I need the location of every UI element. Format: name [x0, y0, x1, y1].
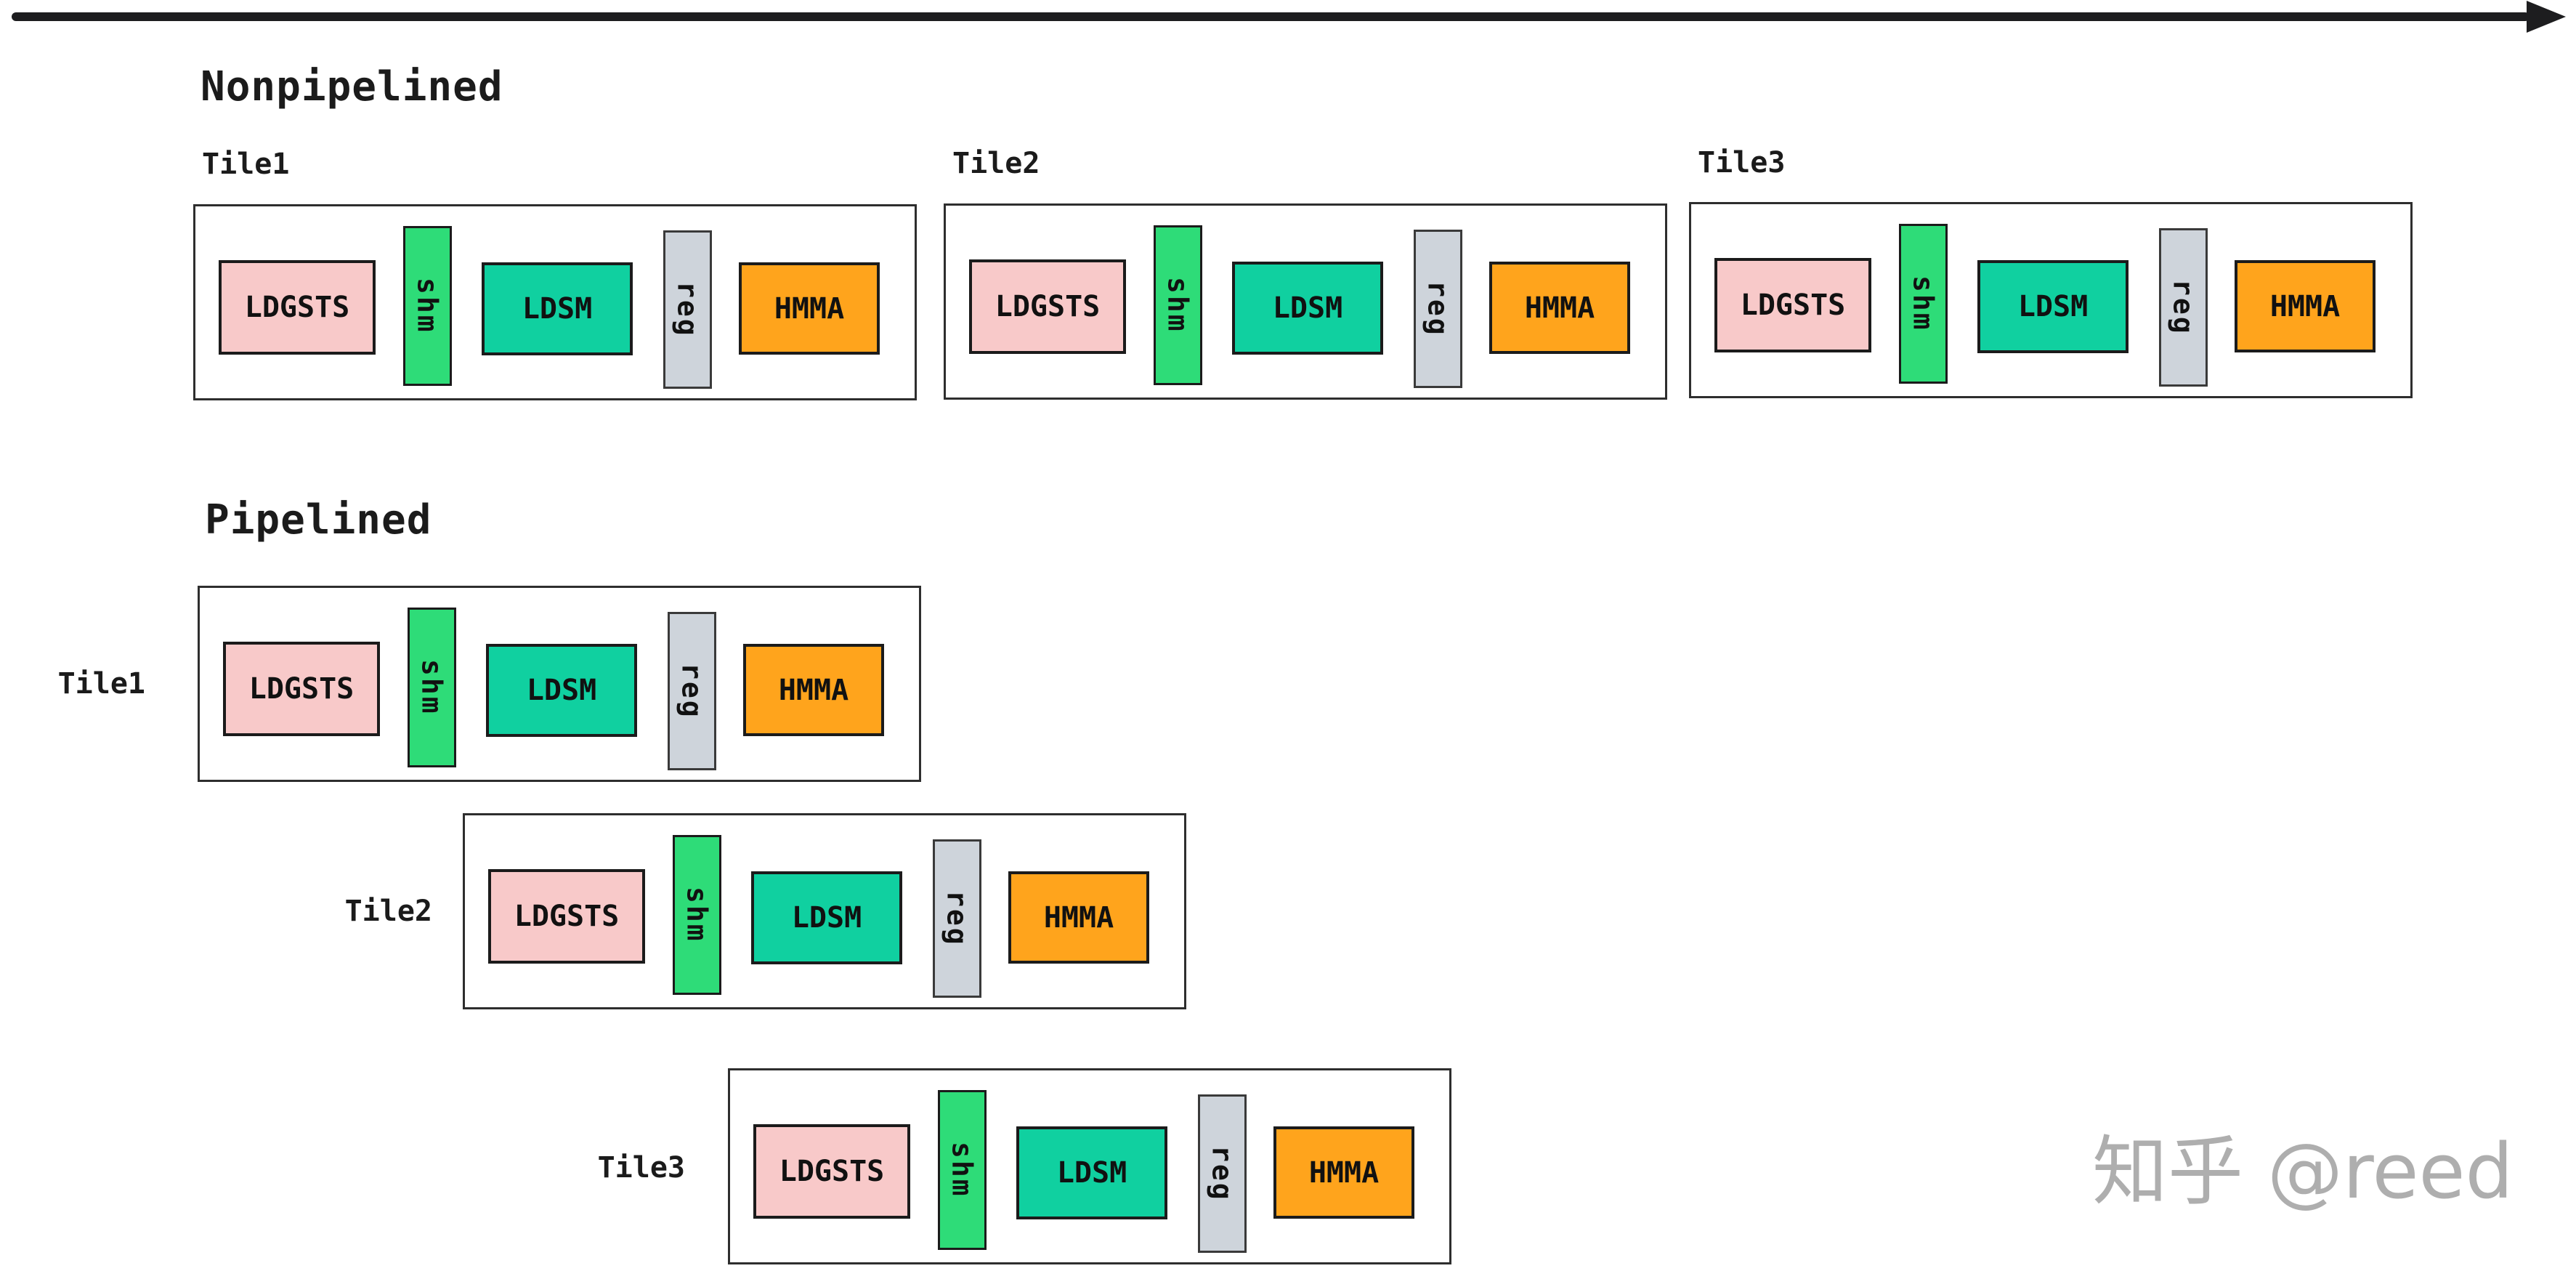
- hmma-stage: HMMA: [1489, 262, 1630, 354]
- ldgsts-stage: LDGSTS: [753, 1124, 910, 1219]
- reg-buffer: reg: [933, 839, 981, 998]
- ldsm-stage: LDSM: [1016, 1126, 1167, 1219]
- hmma-stage: HMMA: [739, 262, 880, 355]
- reg-buffer: reg: [668, 612, 716, 770]
- nonpipelined-tile2-box: LDGSTS shm LDSM reg HMMA: [944, 203, 1667, 400]
- hmma-stage: HMMA: [743, 644, 884, 736]
- ldsm-stage: LDSM: [1977, 260, 2129, 353]
- pipelined-tile3-box: LDGSTS shm LDSM reg HMMA: [728, 1068, 1451, 1264]
- reg-buffer: reg: [663, 230, 712, 389]
- nonpipelined-section-title: Nonpipelined: [201, 63, 503, 110]
- nonpipelined-tile3-label: Tile3: [1698, 146, 1786, 179]
- pipelined-tile1-label: Tile1: [57, 667, 145, 701]
- shm-buffer: shm: [403, 226, 452, 386]
- shm-buffer: shm: [1154, 225, 1202, 385]
- reg-buffer: reg: [2159, 228, 2208, 387]
- nonpipelined-tile3-box: LDGSTS shm LDSM reg HMMA: [1689, 202, 2413, 398]
- shm-buffer: shm: [408, 608, 456, 767]
- timeline-arrow: [0, 0, 2576, 44]
- ldsm-stage: LDSM: [486, 644, 637, 737]
- shm-buffer: shm: [1899, 224, 1948, 384]
- shm-buffer: shm: [938, 1090, 987, 1250]
- pipelined-tile2-box: LDGSTS shm LDSM reg HMMA: [463, 813, 1186, 1009]
- hmma-stage: HMMA: [2235, 260, 2375, 352]
- pipelined-tile3-label: Tile3: [597, 1151, 685, 1185]
- zhihu-watermark: 知乎 @reed: [2092, 1127, 2514, 1216]
- hmma-stage: HMMA: [1008, 871, 1149, 964]
- ldsm-stage: LDSM: [482, 262, 633, 355]
- ldgsts-stage: LDGSTS: [969, 259, 1126, 354]
- ldgsts-stage: LDGSTS: [219, 260, 376, 355]
- reg-buffer: reg: [1198, 1094, 1247, 1253]
- nonpipelined-tile1-box: LDGSTS shm LDSM reg HMMA: [193, 204, 917, 400]
- ldgsts-stage: LDGSTS: [1714, 258, 1871, 352]
- ldgsts-stage: LDGSTS: [488, 869, 645, 964]
- right-arrow-icon: [2527, 1, 2566, 33]
- pipelined-tile2-label: Tile2: [344, 895, 432, 928]
- hmma-stage: HMMA: [1273, 1126, 1414, 1219]
- nonpipelined-tile2-label: Tile2: [952, 147, 1040, 180]
- ldgsts-stage: LDGSTS: [223, 642, 380, 736]
- ldsm-stage: LDSM: [1232, 262, 1383, 355]
- pipelined-tile1-box: LDGSTS shm LDSM reg HMMA: [198, 586, 921, 782]
- reg-buffer: reg: [1414, 230, 1462, 388]
- shm-buffer: shm: [673, 835, 721, 995]
- pipelined-section-title: Pipelined: [205, 496, 432, 544]
- ldsm-stage: LDSM: [751, 871, 902, 964]
- nonpipelined-tile1-label: Tile1: [202, 148, 290, 181]
- timeline-arrow-shaft: [12, 12, 2530, 21]
